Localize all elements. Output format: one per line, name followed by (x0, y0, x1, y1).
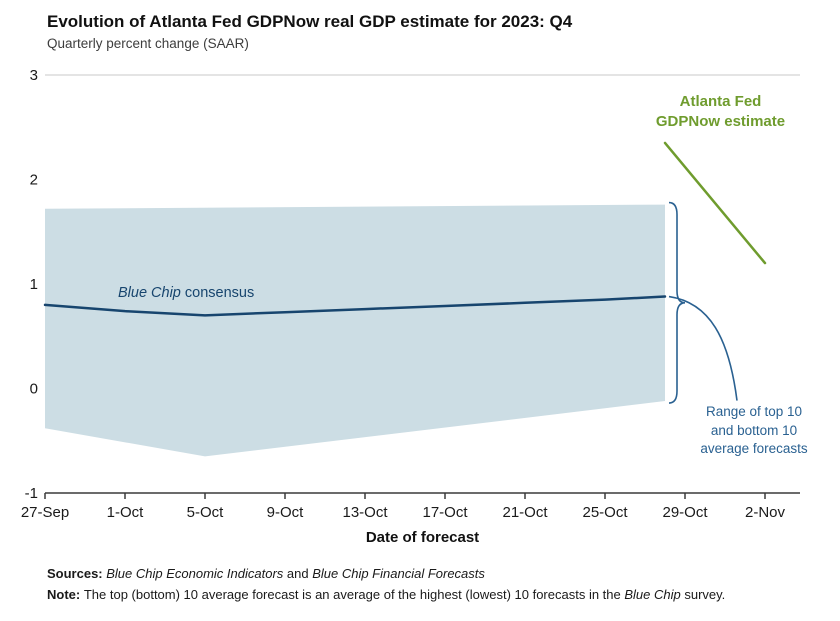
x-tick-label: 25-Oct (582, 504, 628, 521)
gdpnow-estimate-label: Atlanta Fed GDPNow estimate (633, 92, 808, 132)
sources-publication-2: Blue Chip Financial Forecasts (312, 566, 485, 581)
y-tick-label: 1 (30, 276, 38, 293)
sources-prefix: Sources: (47, 566, 107, 581)
note-line: Note: The top (bottom) 10 average foreca… (47, 587, 725, 602)
x-tick-label: 2-Nov (745, 504, 786, 521)
range-leader-line (668, 295, 738, 401)
x-tick-label: 29-Oct (662, 504, 708, 521)
bluechip-range-band (45, 204, 665, 457)
x-tick-label: 17-Oct (422, 504, 468, 521)
range-label-line1: Range of top 10 (705, 404, 803, 419)
range-annotation-label: Range of top 10 and bottom 10 average fo… (690, 403, 818, 459)
y-tick-label: -1 (25, 485, 38, 502)
x-tick-label: 9-Oct (267, 504, 305, 521)
x-tick-label: 21-Oct (502, 504, 548, 521)
sources-line: Sources: Blue Chip Economic Indicators a… (47, 566, 485, 581)
x-axis-ticks: 27-Sep 1-Oct 5-Oct 9-Oct 13-Oct 17-Oct 21-Oct 2… (21, 493, 786, 521)
sources-conjunction: and (283, 566, 313, 581)
range-brace (668, 201, 686, 404)
x-axis-title: Date of forecast (365, 529, 480, 546)
gdpnow-label-line2: GDPNow estimate (655, 113, 786, 130)
note-text-1: The top (bottom) 10 average forecast is … (83, 587, 625, 602)
sources-publication-1: Blue Chip Economic Indicators (106, 566, 284, 581)
range-label-line2: and bottom 10 (710, 422, 798, 438)
note-bluechip-italic: Blue Chip (624, 587, 681, 602)
range-label-line3: average forecasts (700, 441, 808, 456)
gdpnow-estimate-line (663, 141, 767, 265)
note-text-2: survey. (680, 587, 726, 602)
x-tick-label: 27-Sep (21, 504, 69, 521)
bluechip-consensus-line (43, 295, 667, 317)
y-axis-labels: 3 2 1 0 -1 (25, 67, 38, 502)
chart-title: Evolution of Atlanta Fed GDPNow real GDP… (47, 12, 573, 31)
bluechip-consensus-label: Blue Chip consensus (118, 285, 254, 301)
consensus-label-rest: consensus (180, 285, 255, 301)
y-tick-label: 0 (30, 381, 38, 398)
y-tick-label: 2 (30, 172, 38, 189)
x-tick-label: 1-Oct (107, 504, 145, 521)
chart-canvas: 27-Sep 1-Oct 5-Oct 9-Oct 13-Oct 17-Oct 21-Oct 2… (21, 67, 800, 521)
x-tick-label: 13-Oct (342, 504, 388, 521)
y-tick-label: 3 (30, 67, 38, 84)
consensus-label-italic: Blue Chip (118, 285, 181, 301)
x-tick-label: 5-Oct (187, 504, 225, 521)
gdpnow-label-line1: Atlanta Fed (679, 93, 762, 110)
chart-subtitle: Quarterly percent change (SAAR) (47, 36, 249, 51)
note-prefix: Note: (47, 587, 84, 602)
